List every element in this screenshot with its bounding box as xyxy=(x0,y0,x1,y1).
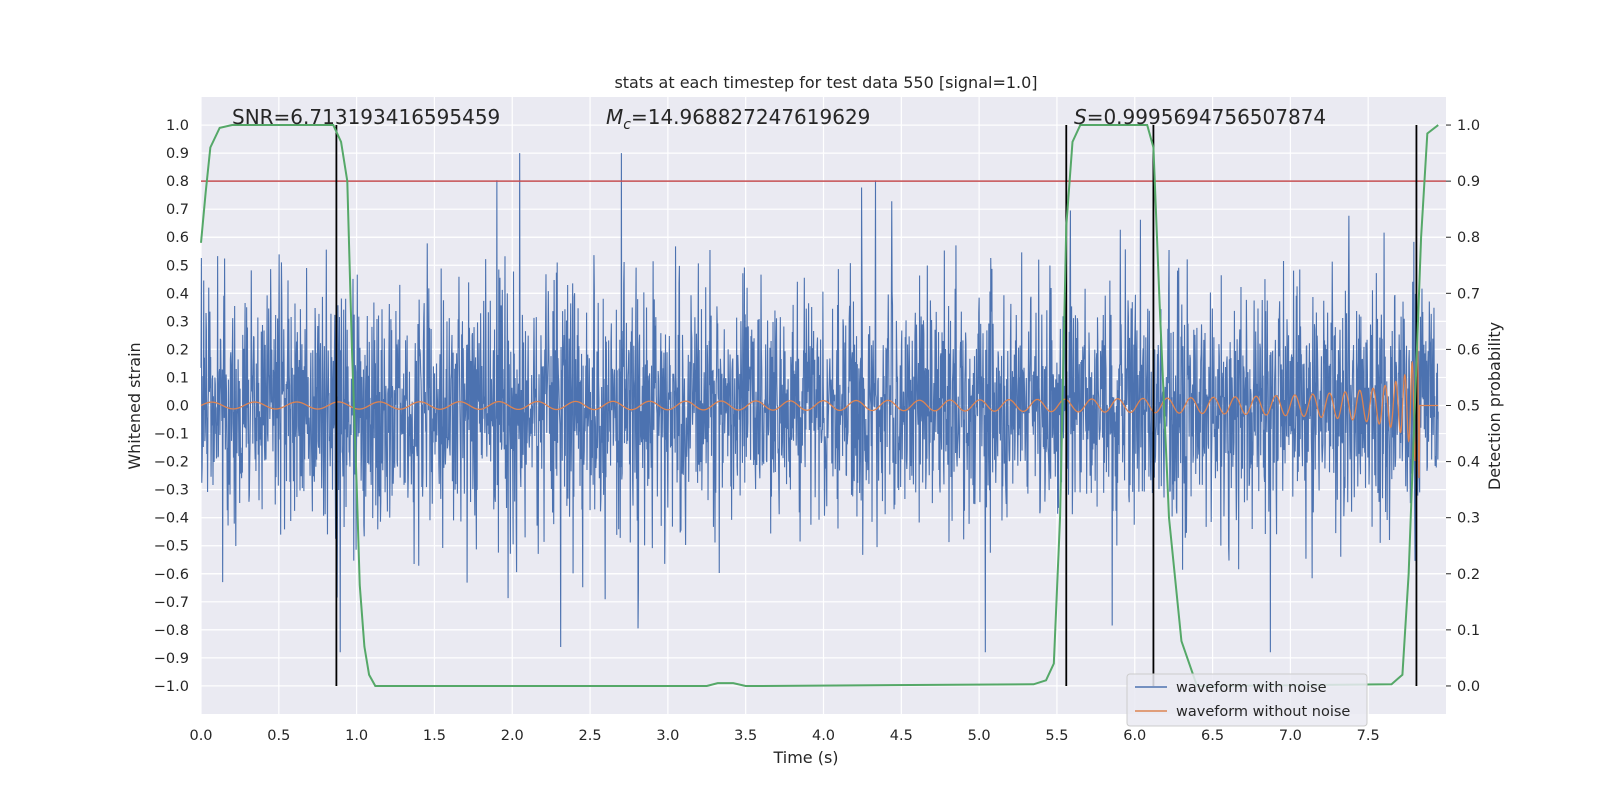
y-left-axis-label: Whitened strain xyxy=(125,342,144,469)
y-left-tick-label: 0.6 xyxy=(166,230,189,246)
y-right-tick-label: 0.7 xyxy=(1457,286,1480,302)
x-tick-label: 6.0 xyxy=(1123,728,1146,744)
y-left-tick-label: −1.0 xyxy=(154,679,189,695)
s-value: =0.9995694756507874 xyxy=(1087,105,1326,129)
snr-annotation: SNR=6.713193416595459 xyxy=(232,105,500,129)
y-left-tick-label: 0.8 xyxy=(166,174,189,190)
legend-box xyxy=(1126,673,1368,727)
y-right-tick-label: 0.8 xyxy=(1457,230,1480,246)
y-right-tick-label: 0.1 xyxy=(1457,623,1480,639)
x-tick-label: 0.0 xyxy=(189,728,212,744)
y-left-tick-label: 0.4 xyxy=(166,286,189,302)
y-left-tick-label: 0.0 xyxy=(166,399,189,415)
y-right-tick-label: 0.9 xyxy=(1457,174,1480,190)
y-left-tick-label: −0.7 xyxy=(154,595,189,611)
mc-symbol: M xyxy=(606,105,623,129)
s-annotation: S=0.9995694756507874 xyxy=(1074,105,1326,129)
x-tick-label: 5.0 xyxy=(968,728,991,744)
y-left-tick-label: −0.8 xyxy=(154,623,189,639)
x-tick-label: 3.5 xyxy=(734,728,757,744)
tick-labels: 0.0 0.5 1.0 1.5 2.0 2.5 3.0 3.5 4.0 4.5 5.0 5.5 6.0 6… xyxy=(154,118,1480,744)
y-left-tick-label: −0.2 xyxy=(154,455,189,471)
x-tick-label: 1.5 xyxy=(423,728,446,744)
clean-waveform-line xyxy=(200,332,1439,479)
y-left-tick-label: 0.1 xyxy=(166,370,189,386)
x-tick-label: 4.5 xyxy=(890,728,913,744)
legend-label-noise: waveform with noise xyxy=(1176,680,1327,696)
y-left-tick-label: −0.5 xyxy=(154,539,189,555)
mc-value: =14.968827247619629 xyxy=(631,105,870,129)
waveform-with-noise-series xyxy=(200,153,1439,653)
y-right-tick-label: 1.0 xyxy=(1457,118,1480,134)
y-left-tick-label: 1.0 xyxy=(166,118,189,134)
s-symbol: S xyxy=(1074,105,1087,129)
x-tick-label: 2.5 xyxy=(579,728,602,744)
y-right-tick-label: 0.2 xyxy=(1457,567,1480,583)
y-right-tick-label: 0.6 xyxy=(1457,342,1480,358)
x-tick-label: 6.5 xyxy=(1201,728,1224,744)
waveform-without-noise-series xyxy=(200,332,1439,479)
x-tick-label: 2.0 xyxy=(501,728,524,744)
y-left-tick-label: 0.9 xyxy=(166,146,189,162)
x-tick-label: 7.0 xyxy=(1279,728,1302,744)
x-tick-label: 4.0 xyxy=(812,728,835,744)
mc-subscript: c xyxy=(623,117,631,133)
y-left-tick-label: −0.6 xyxy=(154,567,189,583)
y-left-tick-label: −0.1 xyxy=(154,427,189,443)
mc-annotation: Mc=14.968827247619629 xyxy=(606,105,870,133)
y-left-tick-label: 0.3 xyxy=(166,314,189,330)
chart-title: stats at each timestep for test data 550… xyxy=(614,73,1037,92)
y-left-tick-label: −0.4 xyxy=(154,511,189,527)
x-tick-label: 0.5 xyxy=(267,728,290,744)
x-tick-label: 3.0 xyxy=(656,728,679,744)
y-left-tick-label: 0.2 xyxy=(166,342,189,358)
y-right-tick-label: 0.0 xyxy=(1457,679,1480,695)
y-right-axis-label: Detection probability xyxy=(1485,322,1504,490)
x-tick-label: 7.5 xyxy=(1357,728,1380,744)
x-tick-label: 1.0 xyxy=(345,728,368,744)
x-tick-label: 5.5 xyxy=(1045,728,1068,744)
y-left-tick-label: −0.3 xyxy=(154,483,189,499)
y-right-tick-label: 0.4 xyxy=(1457,455,1480,471)
legend: waveform with noise waveform without noi… xyxy=(1126,673,1368,727)
x-axis-label: Time (s) xyxy=(772,748,838,767)
y-left-tick-label: −0.9 xyxy=(154,651,189,667)
legend-label-clean: waveform without noise xyxy=(1176,704,1350,720)
noisy-waveform-line xyxy=(200,153,1439,653)
y-right-tick-label: 0.5 xyxy=(1457,399,1480,415)
y-left-tick-label: 0.5 xyxy=(166,258,189,274)
y-right-tick-label: 0.3 xyxy=(1457,511,1480,527)
y-left-tick-label: 0.7 xyxy=(166,202,189,218)
